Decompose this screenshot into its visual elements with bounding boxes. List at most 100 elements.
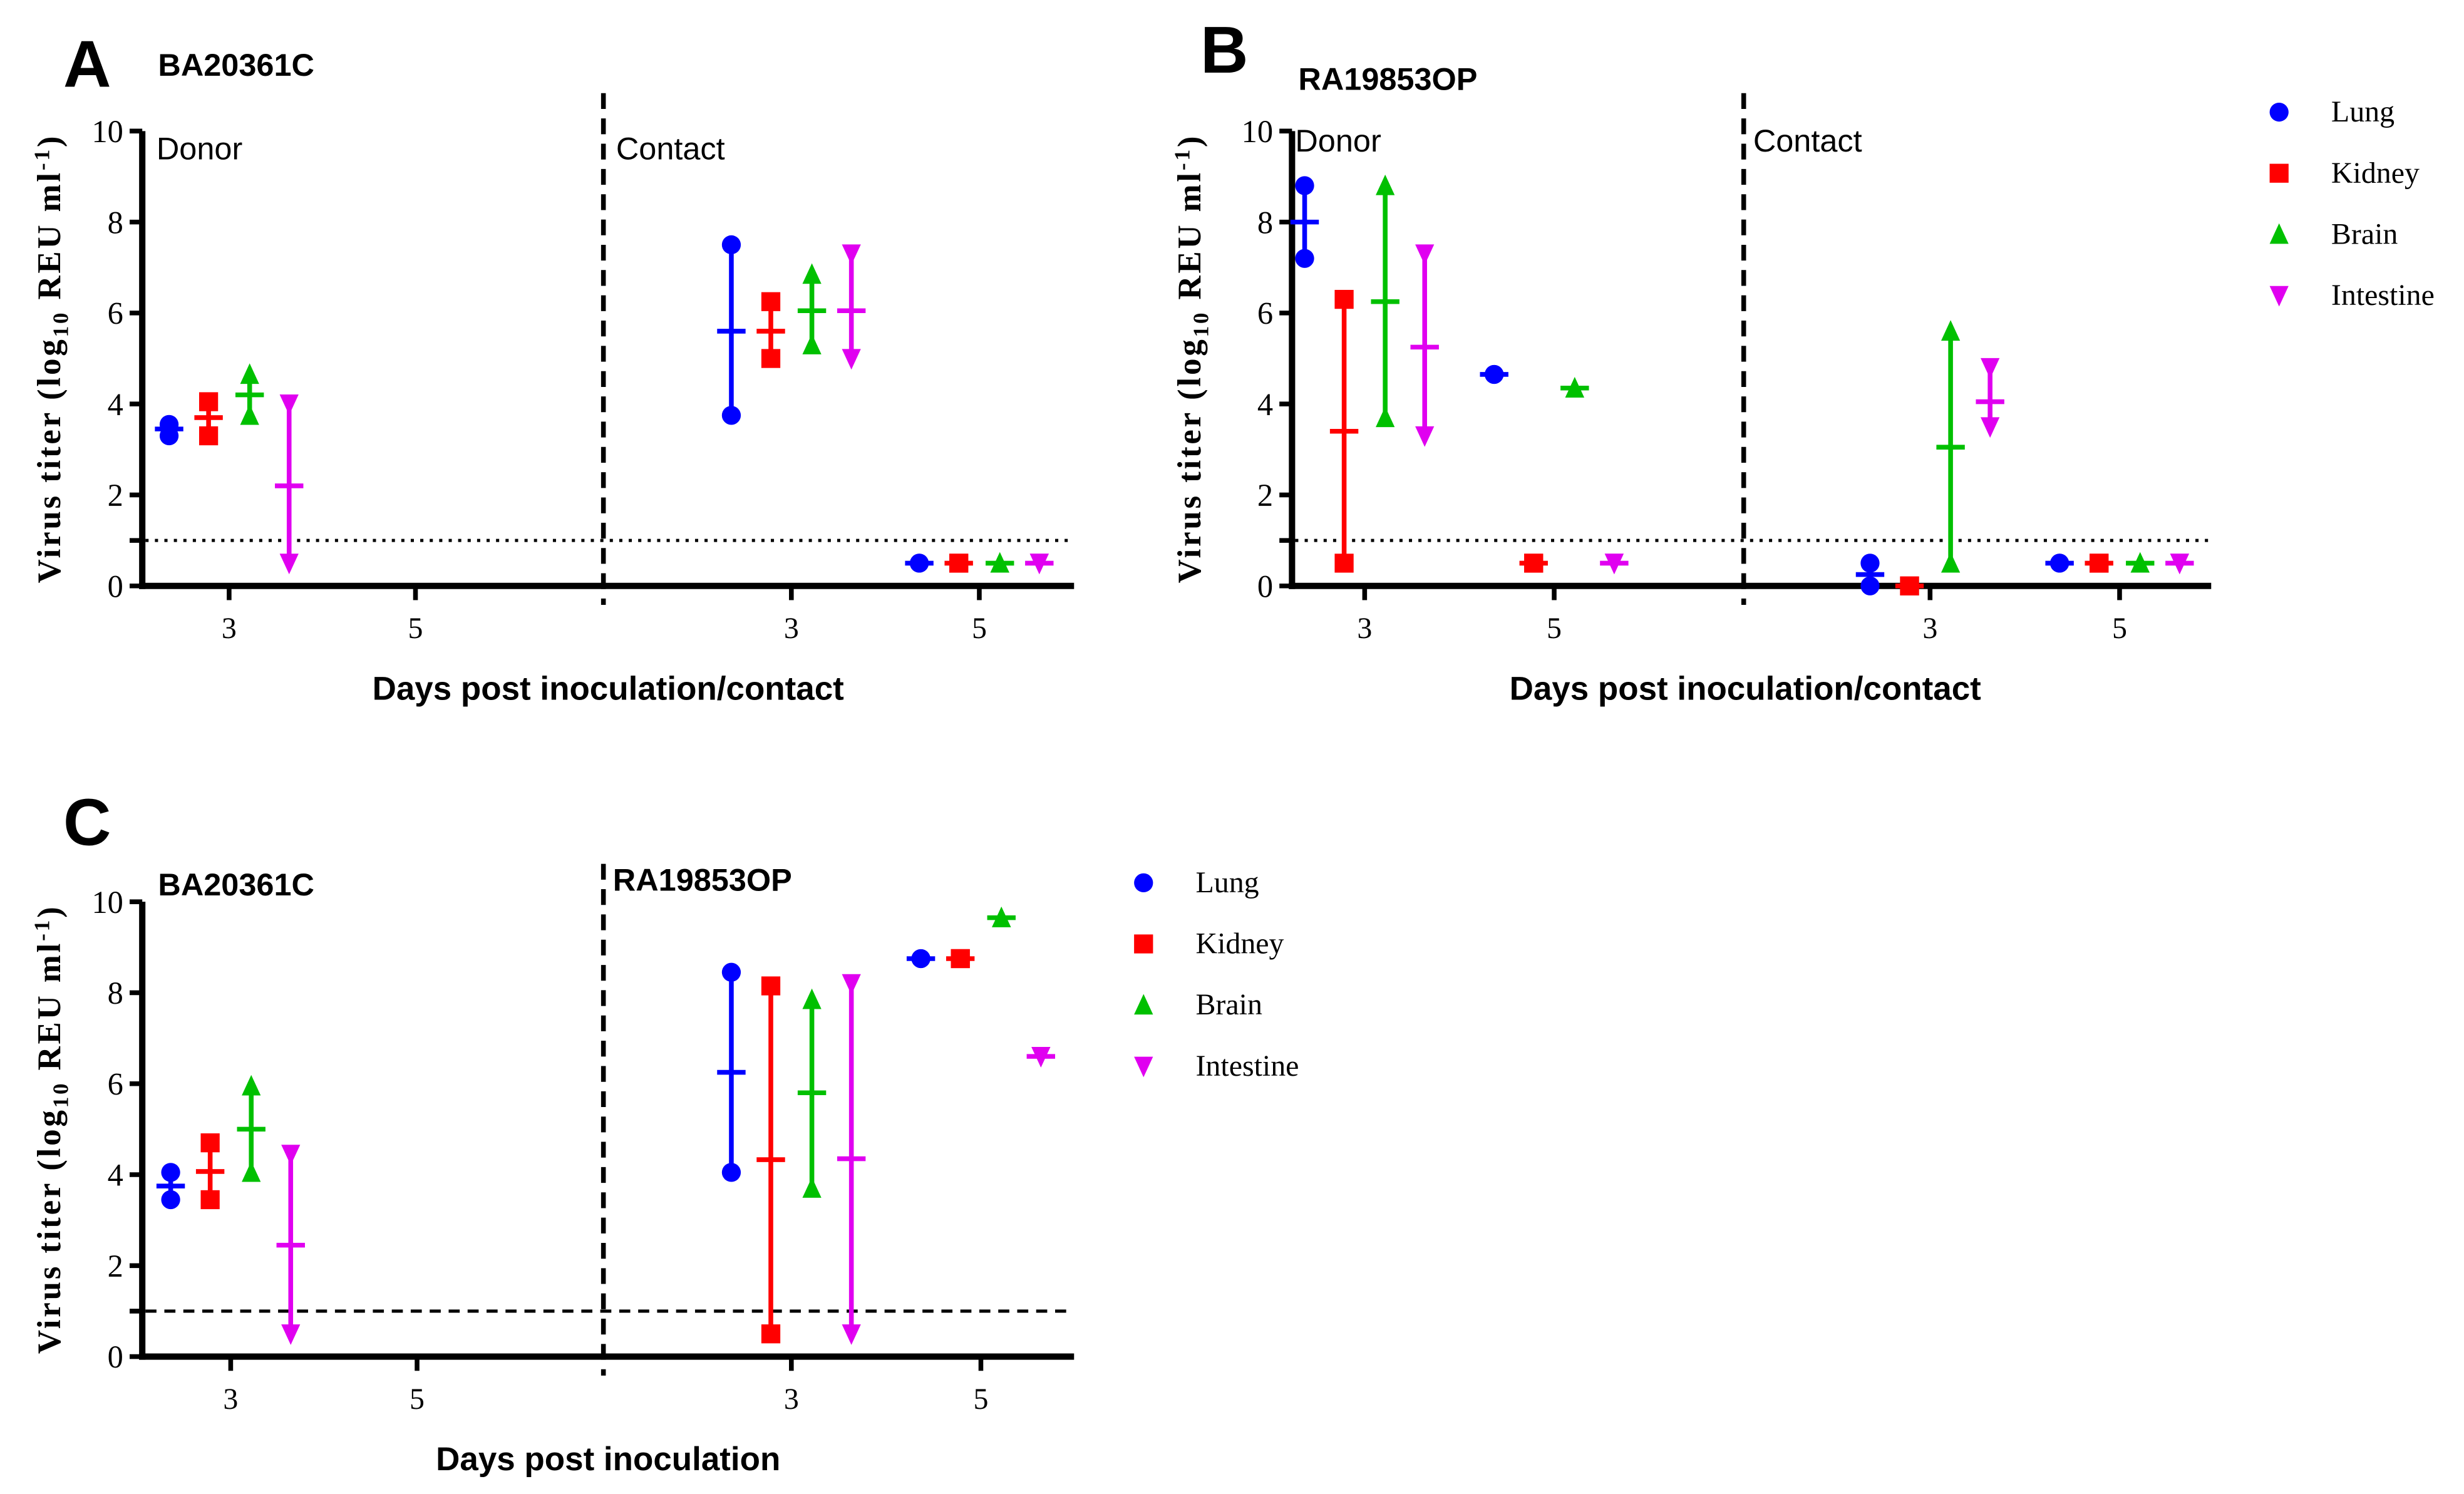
legend-marker-intestine: [2269, 286, 2289, 307]
series-kidney: [1329, 289, 1359, 573]
data-point: [2049, 554, 2070, 573]
data-point: [240, 404, 259, 425]
x-tick-label: 5: [973, 1383, 988, 1416]
y-axis-label-part: Virus titer (log: [31, 337, 68, 584]
legend-marker-kidney: [2269, 163, 2289, 183]
x-axis-label: Days post inoculation/contact: [1510, 670, 1981, 707]
data-point: [1334, 554, 1354, 573]
series-intestine: [1025, 554, 1054, 575]
y-axis-label-part: -1: [29, 918, 54, 941]
panel-letter: A: [63, 28, 111, 101]
x-tick-label: 5: [410, 1383, 425, 1416]
legend: Lung Kidney Brain Intestine: [2269, 95, 2435, 312]
data-point: [1031, 1047, 1051, 1068]
y-axis-label-part: ): [31, 134, 68, 147]
y-axis-label-part: Virus titer (log: [31, 1108, 68, 1354]
series-kidney: [195, 1133, 225, 1210]
legend-label: Kidney: [1195, 927, 1284, 961]
data-point: [1981, 417, 2000, 438]
series-intestine: [1600, 554, 1629, 575]
series-intestine: [2165, 554, 2194, 575]
series-brain: [987, 906, 1016, 927]
x-tick-label: 5: [972, 612, 987, 645]
series-brain: [797, 263, 827, 354]
data-point: [761, 292, 781, 311]
data-point: [802, 988, 822, 1009]
series-intestine: [1976, 358, 2004, 438]
panel-title: BA20361C: [158, 47, 314, 83]
y-axis-label-part: ): [1172, 134, 1208, 147]
series-kidney: [756, 976, 785, 1344]
data-point: [1295, 249, 1314, 268]
legend-marker-lung: [1134, 873, 1153, 893]
data-point: [279, 394, 299, 415]
data-point: [200, 1133, 220, 1153]
y-tick-label: 0: [108, 1339, 123, 1374]
y-tick-label: 4: [108, 1158, 123, 1193]
data-point: [2090, 554, 2109, 573]
data-point: [161, 1190, 180, 1210]
group-label: BA20361C: [158, 867, 314, 902]
data-point: [1981, 358, 2000, 379]
data-point: [909, 554, 929, 573]
series-lung: [1290, 176, 1319, 268]
y-tick-label: 8: [108, 205, 123, 240]
data-point: [1415, 426, 1435, 447]
series-lung: [1480, 364, 1508, 384]
data-point: [842, 349, 861, 370]
x-tick-label: 3: [1922, 612, 1937, 645]
y-tick-label: 2: [108, 478, 123, 513]
panel-b: B RA19853OP Donor Contact 0 2 4 6 8 10 3 5 3 5 Days po…: [1170, 13, 2435, 707]
series-intestine: [837, 974, 866, 1345]
y-tick-label: 8: [108, 976, 123, 1011]
y-tick-label: 6: [108, 1066, 123, 1101]
legend-label: Brain: [1195, 988, 1262, 1021]
series-kidney: [194, 392, 223, 446]
data-point: [242, 1161, 261, 1182]
series-intestine: [276, 1145, 305, 1345]
y-tick-label: 0: [108, 569, 123, 604]
y-tick-label: 6: [108, 296, 123, 331]
y-tick-label: 10: [1242, 114, 1273, 149]
series-lung: [906, 949, 936, 969]
data-point: [761, 976, 781, 996]
x-tick-label: 3: [222, 612, 237, 645]
series-brain: [1560, 377, 1589, 398]
data-point: [1860, 554, 1880, 573]
y-tick-label: 10: [91, 114, 123, 149]
series-kidney: [1895, 576, 1924, 595]
y-axis-label: Virus titer (log10 REU ml-1): [1170, 134, 1213, 584]
data-point: [1524, 554, 1544, 573]
y-tick-label: 10: [91, 885, 123, 920]
group-label: Donor: [157, 131, 242, 167]
series-lung: [155, 415, 183, 446]
legend-label: Lung: [2331, 95, 2394, 128]
data-point: [990, 552, 1009, 573]
data-point: [1376, 174, 1395, 195]
data-point: [1565, 377, 1584, 398]
data-point: [279, 554, 299, 575]
data-point: [842, 974, 861, 995]
series-lung: [156, 1163, 185, 1210]
y-axis-label-part: -1: [29, 147, 54, 170]
series-intestine: [837, 244, 866, 370]
data-point: [1295, 176, 1314, 195]
data-point: [242, 1074, 261, 1096]
panel-letter: B: [1200, 13, 1249, 87]
series-brain: [986, 552, 1014, 573]
group-label: Contact: [616, 131, 725, 167]
y-axis-label-part: 10: [49, 311, 73, 337]
series-kidney: [944, 554, 973, 573]
data-point: [1029, 554, 1049, 575]
data-point: [802, 334, 822, 354]
data-point: [1334, 289, 1354, 309]
y-axis-label-part: ): [31, 904, 68, 917]
data-point: [1941, 552, 1961, 573]
data-point: [761, 349, 781, 368]
data-point: [802, 1177, 822, 1198]
data-point: [949, 554, 969, 573]
series-kidney: [2085, 554, 2113, 573]
data-point: [281, 1145, 301, 1165]
x-axis-label: Days post inoculation/contact: [373, 670, 844, 707]
